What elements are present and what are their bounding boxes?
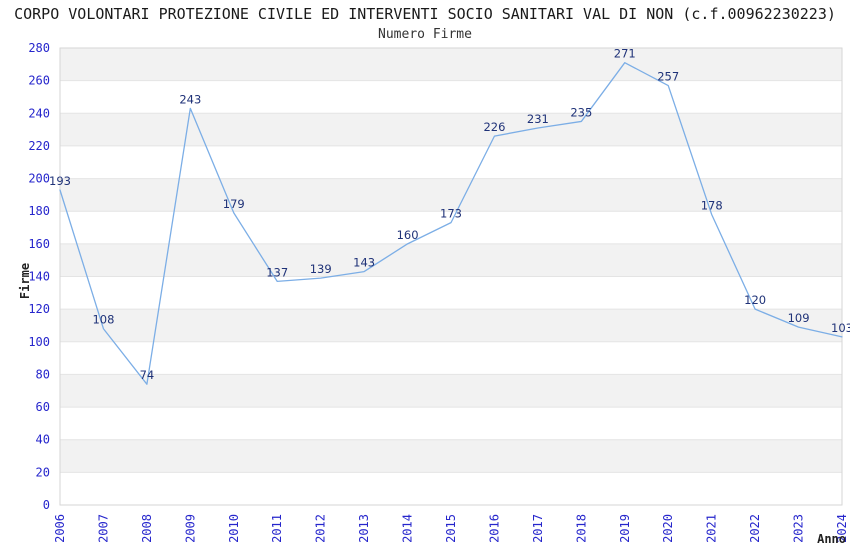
y-tick-label: 20 [36, 465, 50, 479]
point-label: 235 [570, 105, 592, 119]
x-tick-label: 2022 [748, 514, 762, 543]
x-axis-label: Anno [817, 532, 846, 546]
x-tick-label: 2009 [183, 514, 197, 543]
point-label: 271 [614, 47, 636, 61]
x-tick-label: 2016 [487, 514, 501, 543]
x-tick-label: 2007 [96, 514, 110, 543]
point-label: 103 [831, 321, 850, 335]
x-tick-label: 2014 [401, 514, 415, 543]
plot-band [60, 439, 842, 473]
x-tick-label: 2019 [618, 514, 632, 543]
x-tick-label: 2023 [792, 514, 806, 543]
y-tick-label: 0 [43, 498, 50, 512]
y-tick-label: 240 [28, 106, 50, 120]
y-tick-label: 160 [28, 237, 50, 251]
point-label: 193 [49, 174, 71, 188]
point-label: 139 [310, 262, 332, 276]
point-label: 108 [92, 313, 114, 327]
plot-band [60, 113, 842, 146]
point-label: 243 [179, 92, 201, 106]
x-tick-label: 2012 [314, 514, 328, 543]
x-tick-label: 2010 [227, 514, 241, 543]
y-tick-label: 260 [28, 74, 50, 88]
plot-band [60, 178, 842, 212]
y-tick-label: 80 [36, 367, 50, 381]
y-tick-label: 140 [28, 270, 50, 284]
x-tick-label: 2021 [705, 514, 719, 543]
series-line [59, 62, 843, 385]
chart-subtitle: Numero Firme [378, 27, 472, 42]
x-tick-label: 2011 [270, 514, 284, 543]
point-label: 173 [440, 207, 462, 221]
plot-border [59, 47, 843, 506]
point-label: 257 [657, 70, 679, 84]
point-label: 160 [397, 228, 419, 242]
point-label: 179 [223, 197, 245, 211]
point-label: 74 [140, 368, 155, 382]
plot-band [60, 48, 842, 81]
point-label: 109 [788, 311, 810, 325]
x-tick-label: 2006 [53, 514, 67, 543]
y-tick-label: 180 [28, 204, 50, 218]
y-tick-label: 280 [28, 41, 50, 55]
y-tick-label: 200 [28, 172, 50, 186]
point-label: 178 [701, 198, 723, 212]
y-axis-label: Firme [18, 263, 32, 299]
x-tick-label: 2020 [661, 514, 675, 543]
y-tick-label: 40 [36, 433, 50, 447]
x-tick-label: 2024 [835, 514, 849, 543]
x-tick-label: 2018 [574, 514, 588, 543]
y-tick-label: 60 [36, 400, 50, 414]
y-tick-label: 120 [28, 302, 50, 316]
plot-band [60, 243, 842, 277]
plot-band [60, 309, 842, 342]
x-tick-label: 2017 [531, 514, 545, 543]
point-label: 120 [744, 293, 766, 307]
x-tick-label: 2013 [357, 514, 371, 543]
y-tick-label: 100 [28, 335, 50, 349]
point-label: 231 [527, 112, 549, 126]
x-tick-label: 2015 [444, 514, 458, 543]
x-tick-label: 2008 [140, 514, 154, 543]
plot-band [60, 374, 842, 408]
chart-title: CORPO VOLONTARI PROTEZIONE CIVILE ED INT… [14, 5, 836, 23]
y-tick-label: 220 [28, 139, 50, 153]
point-label: 137 [266, 265, 288, 279]
point-label: 143 [353, 256, 375, 270]
point-label: 226 [483, 120, 505, 134]
